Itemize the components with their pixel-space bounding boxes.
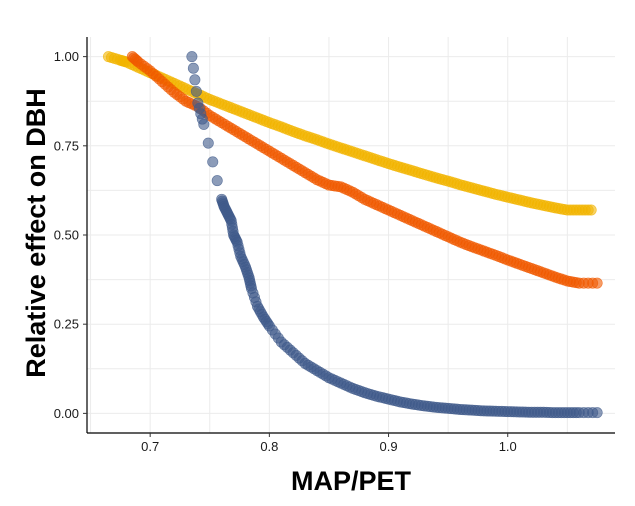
x-axis-title: MAP/PET bbox=[291, 466, 412, 496]
data-point bbox=[211, 175, 223, 187]
y-tick-label: 0.75 bbox=[54, 138, 79, 153]
data-point bbox=[591, 407, 603, 419]
y-tick-label: 0.50 bbox=[54, 228, 79, 243]
ticks-layer: 0.7 0.8 0.9 1.0 0.00 0.25 0.50 0.75 1.00 bbox=[54, 49, 517, 454]
data-point bbox=[187, 62, 199, 74]
grid-layer bbox=[87, 37, 615, 433]
x-tick-label: 0.7 bbox=[141, 439, 159, 454]
data-point bbox=[190, 85, 202, 97]
data-point bbox=[585, 204, 597, 216]
x-tick-label: 0.9 bbox=[380, 439, 398, 454]
data-point bbox=[189, 74, 201, 86]
series-3 bbox=[186, 51, 603, 419]
data-point bbox=[207, 156, 219, 168]
x-tick-label: 0.8 bbox=[260, 439, 278, 454]
data-point bbox=[202, 137, 214, 149]
y-axis-title: Relative effect on DBH bbox=[21, 88, 51, 378]
y-tick-label: 1.00 bbox=[54, 49, 79, 64]
data-point bbox=[198, 118, 210, 130]
y-tick-label: 0.00 bbox=[54, 406, 79, 421]
data-point bbox=[591, 277, 603, 289]
points-layer bbox=[102, 51, 603, 419]
series-2 bbox=[126, 51, 603, 289]
x-tick-label: 1.0 bbox=[499, 439, 517, 454]
data-point bbox=[186, 51, 198, 63]
series-1 bbox=[102, 51, 597, 216]
y-tick-label: 0.25 bbox=[54, 317, 79, 332]
